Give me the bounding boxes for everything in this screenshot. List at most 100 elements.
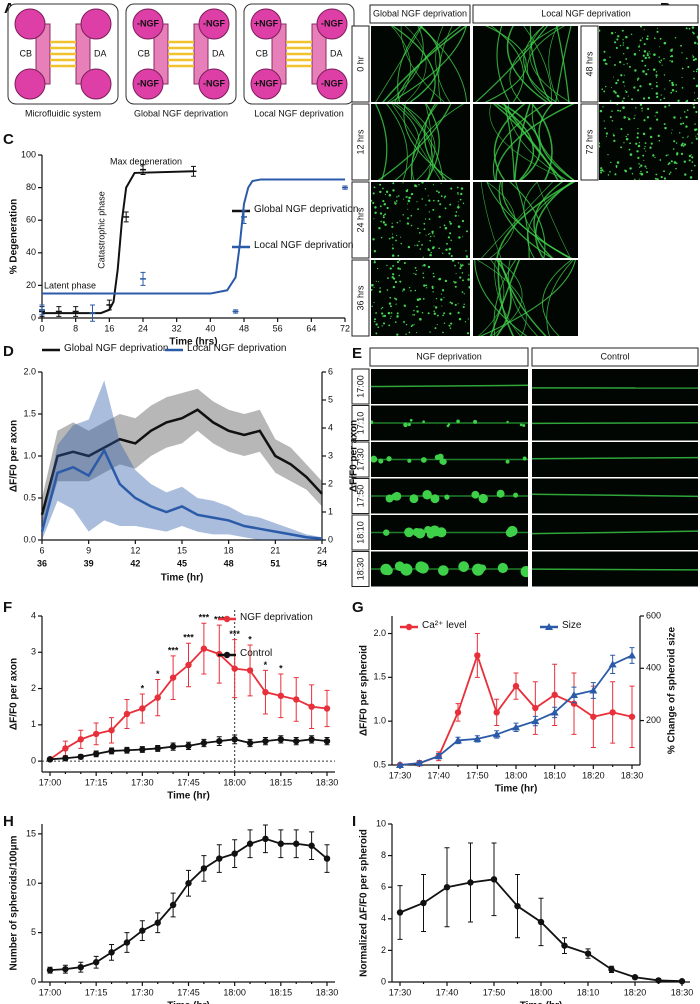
- ngf-label: -NGF: [137, 18, 159, 28]
- fragment: [687, 135, 689, 137]
- fragment: [686, 99, 689, 102]
- series-line: [40, 408, 323, 516]
- spheroid: [424, 525, 432, 534]
- fragment: [396, 333, 399, 336]
- x-tick-label: 17:45: [177, 987, 200, 997]
- fragment: [410, 192, 414, 196]
- fragment: [429, 232, 431, 235]
- fragment: [418, 297, 422, 301]
- fragment: [374, 318, 376, 321]
- fragment: [428, 211, 430, 213]
- fit-line: [42, 178, 345, 295]
- fragment: [649, 135, 653, 139]
- y-tick-label: 40: [26, 247, 36, 257]
- fragment: [389, 267, 392, 270]
- fragment: [644, 165, 647, 168]
- fragment: [663, 41, 667, 45]
- y-axis-label: ΔF/F0 per axon: [9, 658, 20, 730]
- fragment: [433, 235, 435, 237]
- axon: [555, 26, 570, 102]
- da-label: DA: [94, 48, 107, 58]
- fragment: [429, 331, 431, 333]
- fragment: [386, 206, 389, 210]
- fragment: [646, 116, 650, 119]
- panel-letter: C: [3, 131, 14, 148]
- micrograph: [371, 442, 528, 477]
- fragment: [639, 166, 641, 168]
- legend-label: Local NGF deprivation: [187, 343, 287, 354]
- fragment: [692, 104, 695, 106]
- ngf-label: +NGF: [254, 18, 279, 28]
- row-label: 17:50: [355, 485, 365, 508]
- fragment: [619, 109, 622, 112]
- data-point: [492, 730, 501, 738]
- fragment: [660, 59, 663, 62]
- fragment: [691, 156, 694, 159]
- reservoir: [132, 68, 164, 100]
- data-point: [277, 840, 285, 847]
- fragment: [383, 314, 387, 318]
- spheroid: [420, 457, 427, 463]
- fragment: [630, 33, 633, 35]
- fragment: [410, 214, 413, 217]
- legend-label: Size: [562, 620, 582, 631]
- data-point: [532, 704, 539, 712]
- fragment: [633, 86, 636, 89]
- fragment: [656, 27, 658, 29]
- fragment: [413, 324, 415, 326]
- fragment: [450, 302, 453, 305]
- fragment: [631, 172, 634, 175]
- spheroid: [447, 423, 451, 426]
- fragment: [600, 171, 603, 174]
- fragment: [417, 227, 419, 230]
- fragment: [381, 306, 384, 309]
- x-tick-label: 18:15: [270, 987, 293, 997]
- data-point: [154, 745, 161, 752]
- micrograph: [371, 551, 528, 587]
- fragment: [396, 221, 399, 224]
- fragment: [375, 280, 377, 282]
- fragment: [416, 305, 418, 308]
- axon: [382, 26, 468, 102]
- x-axis-label: Time (hr): [495, 784, 538, 795]
- data-point: [216, 855, 223, 862]
- fragment: [615, 166, 618, 169]
- fragment: [414, 184, 417, 187]
- axon: [496, 26, 510, 102]
- fragment: [656, 82, 658, 84]
- y-tick-label: 2.0: [23, 366, 36, 376]
- fragment: [664, 105, 667, 108]
- fragment: [694, 57, 697, 61]
- fragment: [441, 305, 443, 307]
- fragment: [669, 55, 672, 58]
- x-tick-label: 18:15: [270, 777, 293, 787]
- fragment: [392, 273, 395, 276]
- data-point: [454, 709, 462, 716]
- fragment: [646, 52, 649, 55]
- legend-label: Global NGF deprivation: [64, 343, 169, 354]
- panel-letter: I: [352, 813, 356, 830]
- fragment: [644, 142, 647, 145]
- fragment: [607, 153, 609, 156]
- y-axis-label: Number of spheroids/100μm: [9, 835, 20, 970]
- fragment: [659, 46, 661, 48]
- fragment: [423, 228, 426, 231]
- fragment: [652, 68, 656, 71]
- fragment: [634, 69, 637, 72]
- fragment: [421, 265, 423, 267]
- fragment: [611, 110, 613, 112]
- fragment: [406, 222, 409, 225]
- data-point: [434, 752, 443, 760]
- fragment: [692, 58, 696, 62]
- fragment: [625, 137, 629, 141]
- data-point: [200, 865, 208, 872]
- fragment: [622, 106, 625, 109]
- fragment: [397, 267, 400, 270]
- fragment: [382, 216, 385, 219]
- fragment: [371, 288, 373, 291]
- fragment: [405, 333, 407, 335]
- fragment: [413, 272, 415, 274]
- fragment: [450, 187, 453, 190]
- data-point: [200, 739, 208, 747]
- fragment: [609, 170, 611, 173]
